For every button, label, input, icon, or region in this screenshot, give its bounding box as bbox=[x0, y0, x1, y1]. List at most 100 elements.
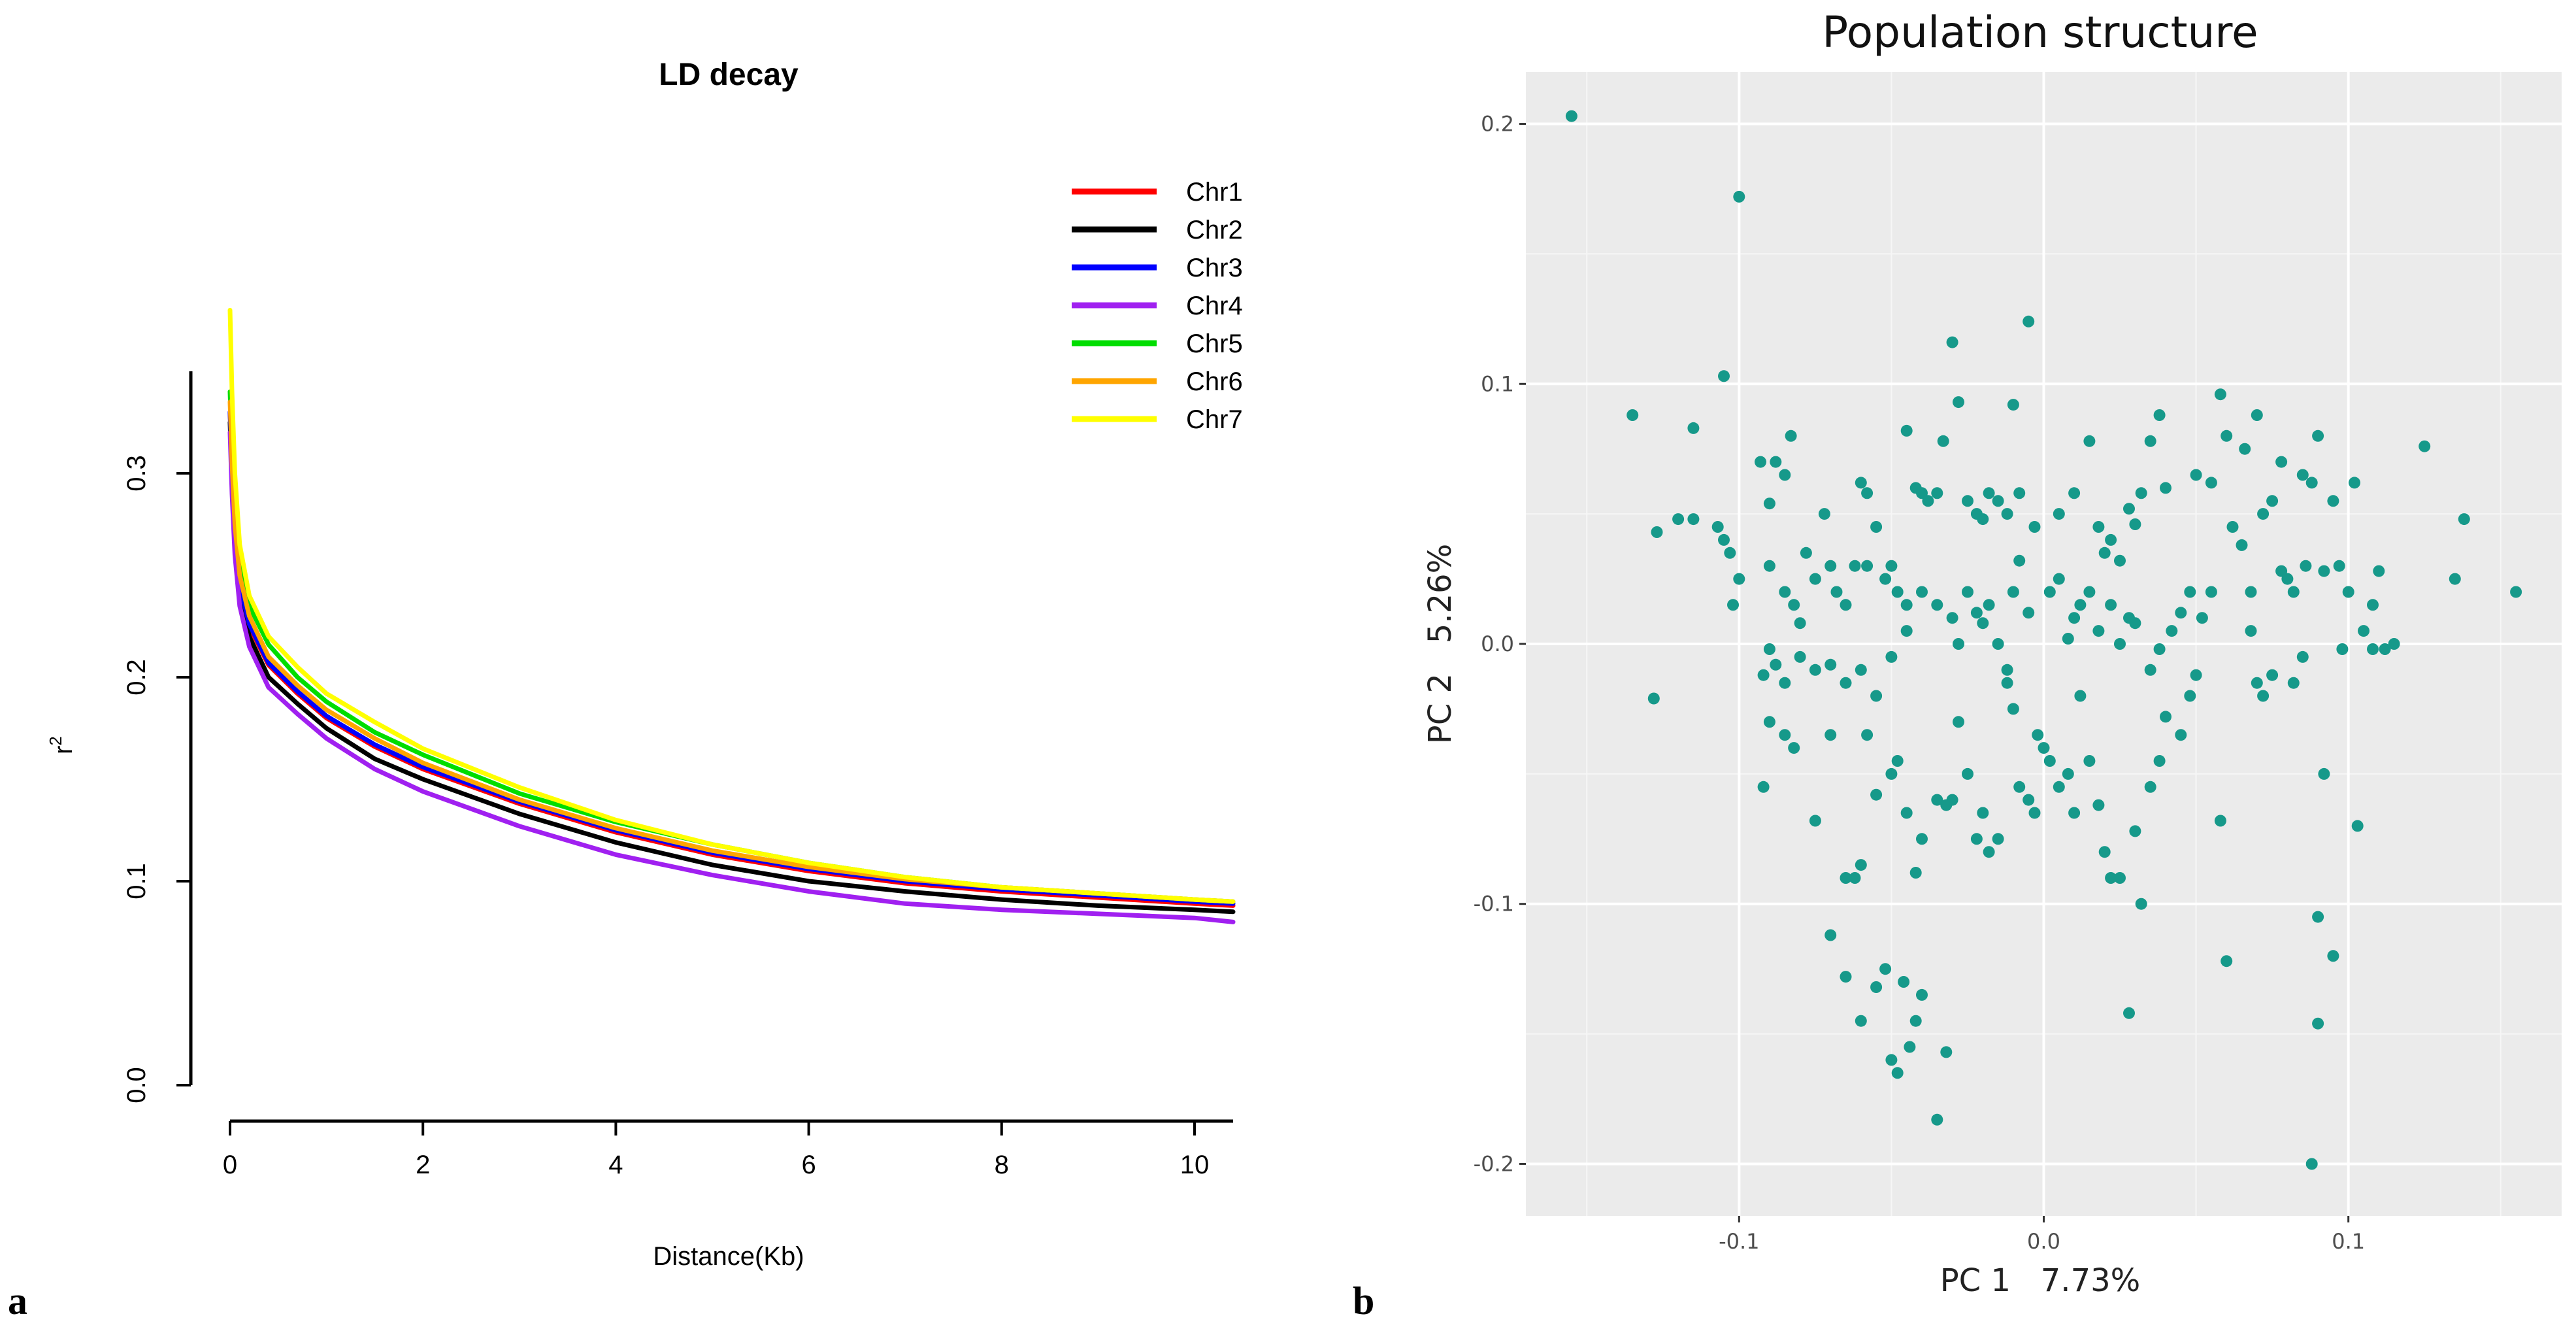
pc-x-tick-label: -0.1 bbox=[1719, 1229, 1759, 1254]
pc-point bbox=[2327, 495, 2339, 507]
pc-point bbox=[2007, 399, 2019, 411]
pc-point bbox=[2129, 825, 2141, 837]
pc-y-axis-label: PC 2 5.26% bbox=[1422, 544, 1459, 745]
ld-y-axis-label-base: r bbox=[49, 746, 78, 754]
pc-point bbox=[1885, 560, 1898, 572]
pc-point bbox=[2214, 388, 2226, 401]
pc-point bbox=[1840, 971, 1852, 983]
pc-point bbox=[1825, 929, 1837, 941]
ld-y-ticks: 0.0 0.1 0.2 0.3 bbox=[122, 455, 191, 1103]
pc-point bbox=[2275, 456, 2288, 468]
pc-point bbox=[2023, 315, 2035, 328]
pc-point bbox=[1946, 794, 1958, 806]
pc-point bbox=[1779, 586, 1791, 598]
ld-y-tick-label: 0.1 bbox=[122, 863, 151, 900]
population-structure-chart: Population structure -0.2 -0.1 0.0 0.1 0.2 -… bbox=[1422, 7, 2562, 1299]
pc-point bbox=[1763, 643, 1775, 655]
pc-point bbox=[2114, 638, 2126, 650]
pc-point bbox=[2135, 487, 2147, 499]
pc-point bbox=[2032, 729, 2044, 741]
pc-point bbox=[2510, 586, 2522, 598]
pc-point bbox=[1755, 456, 1766, 468]
pc-point bbox=[1983, 846, 1995, 858]
pc-point bbox=[2226, 521, 2239, 533]
pc-point bbox=[2023, 794, 2035, 806]
pc-point bbox=[1724, 547, 1736, 559]
pc-y-ticks: -0.2 -0.1 0.0 0.1 0.2 bbox=[1474, 112, 1526, 1176]
ld-series-line-chr2 bbox=[227, 420, 1236, 915]
pc-point bbox=[2023, 607, 2035, 619]
pc-point bbox=[2068, 612, 2081, 624]
pc-point bbox=[1855, 664, 1867, 676]
pc-point bbox=[1788, 742, 1800, 754]
pc-point bbox=[1885, 767, 1898, 780]
pc-point bbox=[2074, 599, 2087, 611]
pc-point bbox=[2123, 1007, 2135, 1019]
pc-point bbox=[1779, 729, 1791, 741]
pc-point bbox=[1916, 833, 1928, 845]
pc-point bbox=[1937, 435, 1949, 447]
pc-point bbox=[1757, 669, 1770, 681]
pc-point bbox=[2105, 872, 2117, 884]
pc-point bbox=[2458, 513, 2470, 526]
pc-point bbox=[1992, 833, 2004, 845]
pc-point bbox=[1940, 1046, 1953, 1058]
pc-point bbox=[2166, 625, 2178, 637]
ld-y-tick-label: 0.3 bbox=[122, 455, 151, 492]
pc-point bbox=[1855, 1015, 1867, 1027]
pc-point bbox=[2028, 521, 2041, 533]
pc-point bbox=[1922, 495, 1934, 507]
pc-point bbox=[2105, 599, 2117, 611]
pc-point bbox=[2318, 565, 2330, 577]
pc-point bbox=[1825, 658, 1837, 671]
pc-point bbox=[1900, 807, 1913, 819]
pc-point bbox=[1718, 533, 1730, 546]
pc-point bbox=[2419, 440, 2431, 452]
pc-point bbox=[2333, 560, 2345, 572]
pc-point bbox=[2312, 429, 2324, 442]
pc-point bbox=[2083, 435, 2096, 447]
pc-point bbox=[1711, 521, 1724, 533]
pc-point bbox=[1870, 981, 1883, 993]
pc-point bbox=[1885, 650, 1898, 663]
pc-point bbox=[2114, 872, 2126, 884]
pc-point bbox=[1779, 677, 1791, 689]
panel-label-b: b bbox=[1353, 1279, 1374, 1322]
pc-point bbox=[1779, 469, 1791, 481]
pc-point bbox=[2358, 625, 2370, 637]
pc-point bbox=[2205, 477, 2217, 489]
pc-point bbox=[1830, 586, 1843, 598]
pc-point bbox=[1647, 692, 1660, 705]
pc-point bbox=[2053, 573, 2065, 585]
pc-point bbox=[1909, 1015, 1922, 1027]
pc-x-tick-label: 0.0 bbox=[2027, 1229, 2060, 1254]
pc-point bbox=[2196, 612, 2208, 624]
ld-y-axis-label: r2 bbox=[46, 736, 78, 754]
pc-point bbox=[1953, 638, 1964, 650]
pc-point bbox=[2342, 586, 2354, 598]
pc-point bbox=[2388, 638, 2400, 650]
pc-point bbox=[2300, 560, 2312, 572]
pc-point bbox=[2160, 482, 2171, 494]
pc-point bbox=[2379, 643, 2391, 655]
pc-point bbox=[1900, 625, 1913, 637]
ld-series-lines bbox=[227, 307, 1236, 924]
pc-point bbox=[1840, 599, 1852, 611]
pc-point bbox=[2123, 503, 2135, 515]
pc-point bbox=[1983, 599, 1995, 611]
pc-point bbox=[2153, 643, 2166, 655]
pc-point bbox=[2175, 729, 2187, 741]
pc-point bbox=[2184, 690, 2196, 702]
pc-point bbox=[2257, 508, 2270, 520]
pc-point bbox=[2153, 755, 2166, 767]
pc-point bbox=[2007, 586, 2019, 598]
pc-point bbox=[2144, 435, 2156, 447]
pc-point bbox=[1840, 677, 1852, 689]
pc-y-tick-label: 0.2 bbox=[1481, 112, 1514, 137]
pc-point bbox=[2038, 742, 2050, 754]
pc-point bbox=[1977, 617, 1989, 630]
pc-point bbox=[2266, 495, 2279, 507]
pc-point bbox=[1840, 872, 1852, 884]
pc-point bbox=[2312, 1017, 2324, 1030]
